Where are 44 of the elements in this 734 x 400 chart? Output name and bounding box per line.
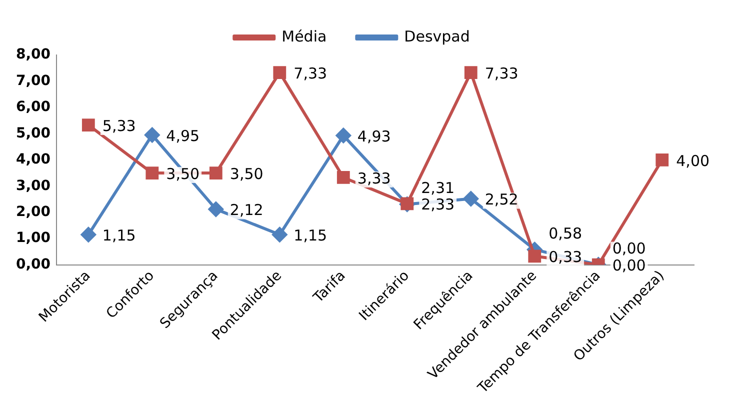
point (209, 166, 222, 180)
data-label: 0,33 (548, 248, 582, 266)
y-tick-label: 3,00 (16, 178, 51, 194)
point (146, 166, 159, 180)
point (144, 127, 160, 142)
legend-label: Média (282, 27, 327, 46)
data-label: 2,12 (230, 201, 264, 220)
y-tick-label: 5,00 (16, 125, 51, 142)
data-label: 2,31 (421, 179, 455, 198)
y-tick-label: 4,00 (16, 152, 51, 168)
data-label: 0,00 (612, 256, 646, 275)
point (464, 66, 478, 80)
y-tick-label: 7,00 (16, 72, 51, 89)
y-tick-label: 8,00 (16, 46, 51, 63)
data-label: 3,33 (357, 169, 391, 188)
y-tick-label: 1,00 (16, 230, 51, 246)
data-label: 7,33 (294, 64, 328, 82)
data-label: 1,15 (102, 226, 136, 245)
point (273, 66, 286, 80)
data-label: 0,00 (612, 240, 646, 258)
data-label: 5,33 (102, 116, 136, 135)
y-tick-label: 6,00 (16, 99, 51, 116)
data-label: 3,50 (166, 164, 200, 183)
data-label: 0,58 (548, 224, 582, 242)
y-tick-label: 2,00 (16, 204, 51, 220)
point (528, 250, 542, 263)
point (82, 118, 95, 132)
data-label: 7,33 (484, 64, 518, 82)
legend-label: Desvpad (404, 27, 470, 46)
point (208, 202, 224, 217)
point (463, 191, 478, 206)
point (272, 227, 288, 242)
point (656, 153, 669, 166)
data-label: 4,00 (676, 152, 710, 170)
data-label: 4,95 (166, 126, 200, 145)
data-label: 2,33 (421, 196, 455, 214)
point (336, 171, 350, 184)
data-label: 3,50 (230, 164, 264, 183)
point (80, 227, 96, 242)
point (336, 128, 351, 144)
y-tick-label: 0,00 (16, 256, 51, 272)
data-label: 1,15 (294, 226, 328, 245)
data-label: 4,93 (357, 127, 391, 146)
data-label: 2,52 (484, 190, 518, 209)
